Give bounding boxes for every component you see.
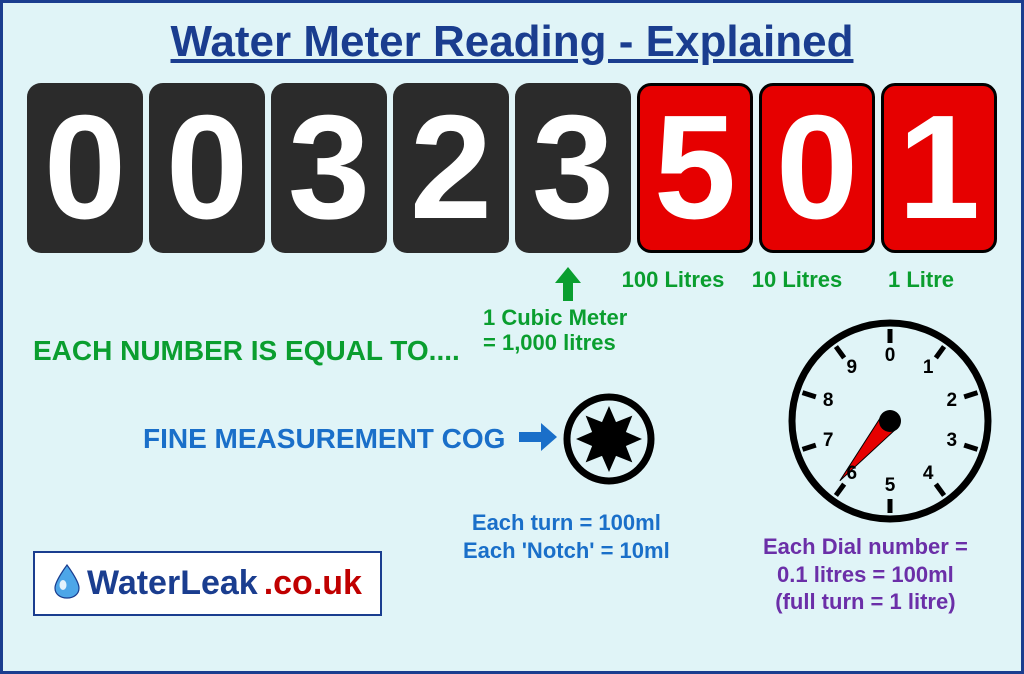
dial-number-6: 6	[846, 463, 857, 485]
dial-number-2: 2	[947, 390, 958, 412]
logo-text-2: .co.uk	[264, 564, 362, 603]
digit-red-0: 5	[637, 83, 753, 253]
dial-line1: Each Dial number =	[763, 533, 968, 561]
arrow-up-icon	[555, 267, 581, 309]
cubic-meter-label: 1 Cubic Meter = 1,000 litres	[483, 305, 627, 356]
dial-description: Each Dial number = 0.1 litres = 100ml (f…	[763, 533, 968, 616]
cubic-line2: = 1,000 litres	[483, 330, 627, 355]
red-digit-labels: 100 Litres 10 Litres 1 Litre	[611, 267, 983, 293]
dial-gauge: 0 12 34 5 67 89	[785, 316, 995, 531]
digit-red-1: 0	[759, 83, 875, 253]
dial-number-1: 1	[923, 357, 934, 379]
dial-number-7: 7	[823, 430, 834, 452]
arrow-right-icon	[519, 423, 557, 458]
cog-description: Each turn = 100ml Each 'Notch' = 10ml	[463, 509, 670, 564]
cog-line2: Each 'Notch' = 10ml	[463, 537, 670, 565]
dial-number-8: 8	[823, 390, 834, 412]
digit-black-1: 0	[149, 83, 265, 253]
dial-number-5: 5	[885, 475, 896, 497]
label-100-litres: 100 Litres	[611, 267, 735, 293]
digit-black-2: 3	[271, 83, 387, 253]
dial-number-3: 3	[947, 430, 958, 452]
digit-red-2: 1	[881, 83, 997, 253]
fine-measurement-label: FINE MEASUREMENT COG	[143, 423, 557, 458]
logo-box: WaterLeak.co.uk	[33, 551, 382, 616]
label-1-litre: 1 Litre	[859, 267, 983, 293]
digit-black-4: 3	[515, 83, 631, 253]
logo-text-1: WaterLeak	[87, 564, 258, 603]
each-number-label: EACH NUMBER IS EQUAL TO....	[33, 335, 460, 367]
cubic-line1: 1 Cubic Meter	[483, 305, 627, 330]
label-10-litres: 10 Litres	[735, 267, 859, 293]
dial-line2: 0.1 litres = 100ml	[763, 561, 968, 589]
dial-number-9: 9	[846, 357, 857, 379]
fine-measurement-text: FINE MEASUREMENT COG	[143, 423, 505, 454]
digit-black-3: 2	[393, 83, 509, 253]
dial-line3: (full turn = 1 litre)	[763, 588, 968, 616]
digit-black-0: 0	[27, 83, 143, 253]
cog-line1: Each turn = 100ml	[463, 509, 670, 537]
dial-number-0: 0	[885, 345, 896, 367]
dial-number-4: 4	[923, 463, 934, 485]
cog-icon	[563, 393, 655, 490]
droplet-icon	[53, 563, 81, 604]
meter-digits-row: 0 0 3 2 3 5 0 1	[3, 83, 1021, 253]
page-title: Water Meter Reading - Explained	[3, 3, 1021, 67]
